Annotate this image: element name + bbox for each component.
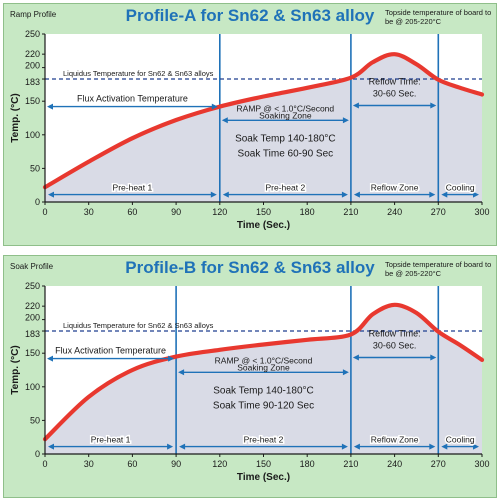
profile-a-zone-label: Reflow Zone [371, 183, 419, 193]
profile-a-x-tick-label: 60 [127, 207, 137, 217]
profile-b-chart: Liquidus Temperature for Sn62 & Sn63 all… [4, 256, 498, 499]
profile-b-x-tick-label: 300 [474, 459, 489, 469]
profile-a-x-tick-label: 210 [343, 207, 358, 217]
profile-b-y-tick-label: 220 [25, 301, 40, 311]
profile-a-panel: Ramp Profile Profile-A for Sn62 & Sn63 a… [3, 3, 497, 246]
profile-b-y-tick-label: 0 [35, 449, 40, 459]
profile-a-y-tick-label: 100 [25, 130, 40, 140]
profile-a-x-tick-label: 300 [474, 207, 489, 217]
profile-b-zone-label: Pre-heat 2 [244, 435, 284, 445]
profile-a-reflow-time-value: 30-60 Sec. [373, 88, 417, 98]
profile-b-soak-zone-label: Soaking Zone [237, 362, 290, 372]
profile-b-x-tick-label: 210 [343, 459, 358, 469]
profile-b-reflow-time-title: Reflow Time: [369, 328, 421, 338]
profile-b-soak-time: Soak Time 90-120 Sec [213, 400, 314, 411]
profile-a-zone-label: Cooling [446, 183, 475, 193]
profile-a-liquidus-label: Liquidus Temperature for Sn62 & Sn63 all… [63, 69, 214, 78]
profile-a-x-tick-label: 270 [431, 207, 446, 217]
profile-b-y-axis-label: Temp. (°C) [10, 345, 21, 394]
profile-b-flux-label: Flux Activation Temperature [55, 346, 166, 356]
profile-b-x-tick-label: 0 [42, 459, 47, 469]
profile-a-y-tick-label: 200 [25, 61, 40, 71]
profile-a-x-tick-label: 30 [84, 207, 94, 217]
profile-a-chart: Liquidus Temperature for Sn62 & Sn63 all… [4, 4, 498, 247]
profile-a-y-tick-label: 0 [35, 197, 40, 207]
profile-b-x-tick-label: 60 [127, 459, 137, 469]
profile-a-x-tick-label: 90 [171, 207, 181, 217]
profile-b-x-tick-label: 180 [300, 459, 315, 469]
profile-a-y-tick-label: 150 [25, 96, 40, 106]
profile-b-panel: Soak Profile Profile-B for Sn62 & Sn63 a… [3, 255, 497, 498]
profile-a-flux-label: Flux Activation Temperature [77, 94, 188, 104]
profile-a-zone-label: Pre-heat 2 [265, 183, 305, 193]
profile-b-x-tick-label: 270 [431, 459, 446, 469]
profile-a-x-tick-label: 120 [212, 207, 227, 217]
profile-b-x-axis-label: Time (Sec.) [237, 472, 290, 483]
profile-a-soak-zone-label: Soaking Zone [259, 110, 312, 120]
profile-a-y-tick-label: 50 [30, 163, 40, 173]
profile-a-x-tick-label: 240 [387, 207, 402, 217]
profile-b-y-tick-label: 183 [25, 329, 40, 339]
profile-a-y-tick-label: 250 [25, 29, 40, 39]
profile-a-x-tick-label: 180 [300, 207, 315, 217]
profile-b-x-tick-label: 240 [387, 459, 402, 469]
profile-b-x-tick-label: 30 [84, 459, 94, 469]
profile-b-liquidus-label: Liquidus Temperature for Sn62 & Sn63 all… [63, 321, 214, 330]
profile-b-x-tick-label: 90 [171, 459, 181, 469]
profile-b-reflow-time-value: 30-60 Sec. [373, 340, 417, 350]
profile-a-soak-time: Soak Time 60-90 Sec [238, 148, 334, 159]
profile-a-reflow-time-title: Reflow Time: [369, 76, 421, 86]
profile-a-x-tick-label: 0 [42, 207, 47, 217]
profile-b-y-tick-label: 250 [25, 281, 40, 291]
profile-a-zone-label: Pre-heat 1 [113, 183, 153, 193]
profile-a-x-axis-label: Time (Sec.) [237, 220, 290, 231]
profile-b-y-tick-label: 150 [25, 348, 40, 358]
profile-a-y-tick-label: 183 [25, 77, 40, 87]
profile-b-zone-label: Cooling [446, 435, 475, 445]
profile-b-x-tick-label: 150 [256, 459, 271, 469]
profile-a-y-axis-label: Temp. (°C) [10, 93, 21, 142]
profile-b-y-tick-label: 100 [25, 382, 40, 392]
profile-b-y-tick-label: 50 [30, 415, 40, 425]
profile-b-zone-label: Pre-heat 1 [91, 435, 131, 445]
profile-b-y-tick-label: 200 [25, 313, 40, 323]
profile-b-zone-label: Reflow Zone [371, 435, 419, 445]
profile-a-y-tick-label: 220 [25, 49, 40, 59]
profile-a-soak-temp: Soak Temp 140-180°C [235, 133, 336, 144]
profile-b-soak-temp: Soak Temp 140-180°C [213, 385, 314, 396]
profile-b-x-tick-label: 120 [212, 459, 227, 469]
profile-a-x-tick-label: 150 [256, 207, 271, 217]
